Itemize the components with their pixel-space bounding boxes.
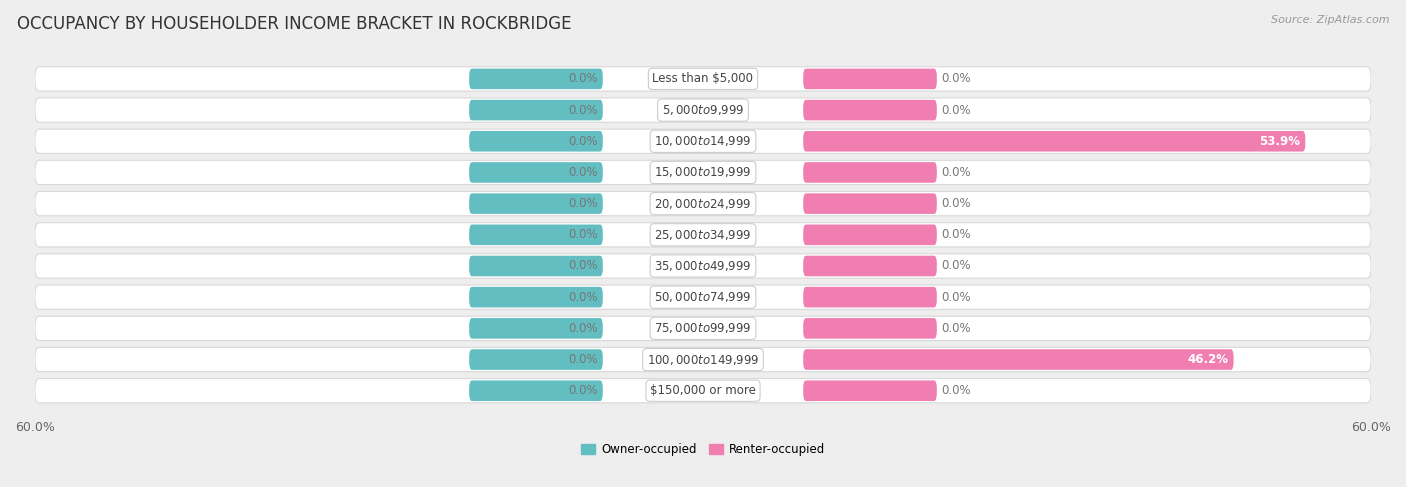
FancyBboxPatch shape xyxy=(470,225,603,245)
Text: 0.0%: 0.0% xyxy=(568,166,599,179)
Text: Source: ZipAtlas.com: Source: ZipAtlas.com xyxy=(1271,15,1389,25)
Text: 0.0%: 0.0% xyxy=(568,291,599,304)
FancyBboxPatch shape xyxy=(803,318,936,338)
FancyBboxPatch shape xyxy=(470,287,603,307)
FancyBboxPatch shape xyxy=(35,254,1371,278)
FancyBboxPatch shape xyxy=(35,223,1371,247)
Legend: Owner-occupied, Renter-occupied: Owner-occupied, Renter-occupied xyxy=(576,438,830,460)
Text: 0.0%: 0.0% xyxy=(941,104,972,116)
Text: $50,000 to $74,999: $50,000 to $74,999 xyxy=(654,290,752,304)
Text: 0.0%: 0.0% xyxy=(568,228,599,242)
Text: 0.0%: 0.0% xyxy=(941,197,972,210)
Text: $25,000 to $34,999: $25,000 to $34,999 xyxy=(654,228,752,242)
Text: 53.9%: 53.9% xyxy=(1258,135,1299,148)
Text: 0.0%: 0.0% xyxy=(941,322,972,335)
FancyBboxPatch shape xyxy=(35,191,1371,216)
Text: Less than $5,000: Less than $5,000 xyxy=(652,73,754,85)
FancyBboxPatch shape xyxy=(35,98,1371,122)
Text: $10,000 to $14,999: $10,000 to $14,999 xyxy=(654,134,752,148)
FancyBboxPatch shape xyxy=(803,193,936,214)
FancyBboxPatch shape xyxy=(35,378,1371,403)
Text: 0.0%: 0.0% xyxy=(568,135,599,148)
FancyBboxPatch shape xyxy=(35,160,1371,185)
FancyBboxPatch shape xyxy=(803,225,936,245)
Text: $5,000 to $9,999: $5,000 to $9,999 xyxy=(662,103,744,117)
FancyBboxPatch shape xyxy=(35,316,1371,340)
Text: $75,000 to $99,999: $75,000 to $99,999 xyxy=(654,321,752,336)
Text: 0.0%: 0.0% xyxy=(568,260,599,273)
Text: 0.0%: 0.0% xyxy=(568,322,599,335)
FancyBboxPatch shape xyxy=(803,349,1233,370)
Text: 0.0%: 0.0% xyxy=(568,197,599,210)
Text: 0.0%: 0.0% xyxy=(941,291,972,304)
FancyBboxPatch shape xyxy=(803,380,936,401)
Text: 0.0%: 0.0% xyxy=(568,104,599,116)
FancyBboxPatch shape xyxy=(470,131,603,151)
Text: OCCUPANCY BY HOUSEHOLDER INCOME BRACKET IN ROCKBRIDGE: OCCUPANCY BY HOUSEHOLDER INCOME BRACKET … xyxy=(17,15,571,33)
FancyBboxPatch shape xyxy=(803,69,936,89)
FancyBboxPatch shape xyxy=(803,287,936,307)
Text: 0.0%: 0.0% xyxy=(941,384,972,397)
FancyBboxPatch shape xyxy=(470,318,603,338)
FancyBboxPatch shape xyxy=(35,285,1371,309)
FancyBboxPatch shape xyxy=(470,349,603,370)
Text: $100,000 to $149,999: $100,000 to $149,999 xyxy=(647,353,759,367)
FancyBboxPatch shape xyxy=(803,131,1305,151)
FancyBboxPatch shape xyxy=(470,256,603,276)
FancyBboxPatch shape xyxy=(35,347,1371,372)
Text: 0.0%: 0.0% xyxy=(941,228,972,242)
Text: 0.0%: 0.0% xyxy=(941,260,972,273)
Text: $15,000 to $19,999: $15,000 to $19,999 xyxy=(654,166,752,179)
Text: 0.0%: 0.0% xyxy=(941,73,972,85)
FancyBboxPatch shape xyxy=(470,162,603,183)
Text: 0.0%: 0.0% xyxy=(568,73,599,85)
Text: $20,000 to $24,999: $20,000 to $24,999 xyxy=(654,197,752,211)
Text: $150,000 or more: $150,000 or more xyxy=(650,384,756,397)
FancyBboxPatch shape xyxy=(35,67,1371,91)
FancyBboxPatch shape xyxy=(470,69,603,89)
Text: 0.0%: 0.0% xyxy=(941,166,972,179)
Text: 46.2%: 46.2% xyxy=(1187,353,1227,366)
FancyBboxPatch shape xyxy=(803,100,936,120)
Text: $35,000 to $49,999: $35,000 to $49,999 xyxy=(654,259,752,273)
FancyBboxPatch shape xyxy=(470,193,603,214)
FancyBboxPatch shape xyxy=(470,100,603,120)
FancyBboxPatch shape xyxy=(470,380,603,401)
FancyBboxPatch shape xyxy=(803,162,936,183)
FancyBboxPatch shape xyxy=(35,129,1371,153)
Text: 0.0%: 0.0% xyxy=(568,353,599,366)
Text: 0.0%: 0.0% xyxy=(568,384,599,397)
FancyBboxPatch shape xyxy=(803,256,936,276)
